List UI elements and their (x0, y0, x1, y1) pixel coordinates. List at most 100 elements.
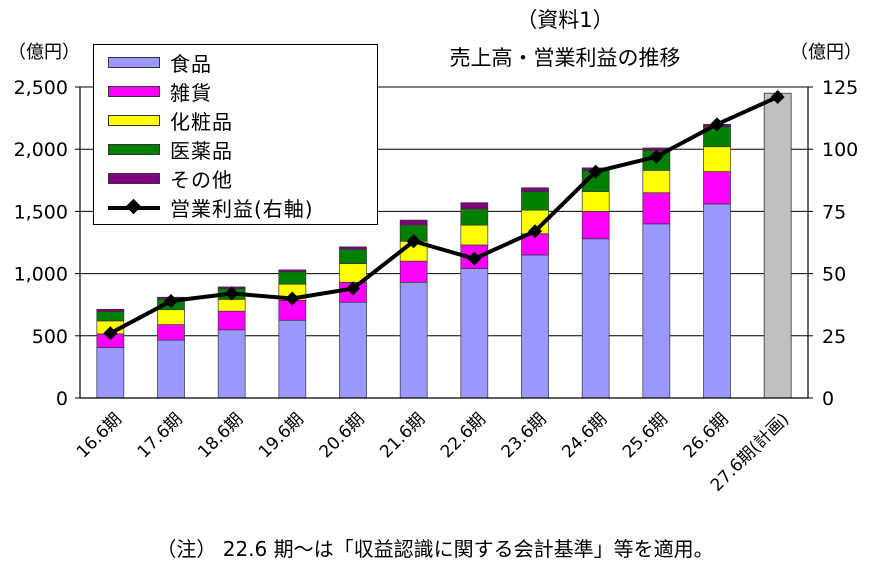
operating-profit-point (224, 286, 239, 301)
bar-segment-食品 (339, 301, 367, 399)
left-tick-label: 500 (32, 326, 68, 348)
category-label: 22.6期 (437, 409, 490, 462)
category-labels: 16.6期 17.6期 18.6期 19.6期 20.6期 21.6期 22.6期 23.6期… (73, 409, 793, 495)
bar-segment-食品 (521, 254, 549, 399)
operating-profit-point (588, 164, 603, 179)
operating-profit-point (285, 291, 300, 306)
bar-segment-医薬品 (339, 248, 367, 264)
operating-profit-point (164, 293, 178, 308)
bar-segment-その他 (96, 308, 125, 312)
chart-title: 売上高・営業利益の推移 (449, 46, 681, 70)
legend-label-pharma: 医薬品 (170, 138, 233, 163)
left-axis-ticks: 0 500 1,000 1,500 2,000 2,500 (14, 77, 68, 410)
bar-segment-雑貨 (703, 171, 731, 205)
legend-swatch-cosmetics (108, 114, 160, 126)
legend-label-cosmetics: 化粧品 (170, 109, 233, 134)
right-tick-label: 100 (822, 139, 858, 161)
right-axis-ticks: 0 25 50 75 100 125 (822, 77, 858, 410)
bar-segment-化粧品 (460, 224, 489, 246)
bar-plan-total (763, 92, 792, 399)
right-tick-label: 75 (822, 201, 846, 223)
source-label: （資料1） (516, 8, 614, 32)
bar-segment-化粧品 (642, 169, 671, 194)
bar-segment-食品 (157, 339, 185, 399)
legend-label-operating-profit: 営業利益(右軸) (170, 196, 314, 221)
bar-segment-医薬品 (96, 311, 125, 322)
chart-legend: 食品 雑貨 化粧品 医薬品 その他 営業利益(右軸) (93, 44, 378, 225)
operating-profit-line (103, 89, 785, 341)
right-tick-label: 0 (822, 388, 834, 410)
footnote: （注） 22.6 期～は「収益認識に関する会計基準」等を適用。 (156, 537, 714, 561)
category-label: 18.6期 (194, 409, 247, 462)
bar-segment-雑貨 (581, 211, 610, 240)
left-tick-label: 0 (56, 388, 68, 410)
operating-profit-point (406, 234, 421, 249)
bar-segment-食品 (642, 223, 671, 399)
operating-profit-point (710, 117, 724, 132)
bar-segment-雑貨 (217, 310, 246, 331)
bar-segment-医薬品 (460, 208, 489, 226)
left-tick-label: 2,500 (14, 77, 68, 99)
bar-segment-食品 (278, 319, 307, 399)
operating-profit-point (770, 89, 785, 104)
bar-segment-化粧品 (217, 299, 246, 312)
legend-swatch-pharma (108, 143, 160, 155)
operating-profit-point (346, 281, 360, 296)
bar-segment-雑貨 (642, 192, 671, 225)
category-label: 23.6期 (498, 409, 551, 462)
legend-item-other: その他 (108, 165, 233, 192)
category-label: 26.6期 (680, 409, 733, 462)
bar-segment-その他 (460, 202, 489, 210)
bar-segment-その他 (399, 219, 428, 226)
left-tick-label: 2,000 (14, 139, 68, 161)
right-tick-label: 25 (822, 326, 846, 348)
bar-segment-食品 (96, 347, 125, 399)
legend-label-goods: 雑貨 (170, 80, 212, 105)
bar-segment-その他 (278, 269, 307, 273)
category-label: 16.6期 (73, 409, 126, 462)
bar-segment-その他 (521, 187, 549, 192)
legend-label-food: 食品 (170, 51, 212, 76)
category-label: 25.6期 (619, 409, 672, 462)
bar-segment-食品 (217, 329, 246, 399)
legend-label-other: その他 (170, 167, 233, 192)
operating-profit-point (528, 224, 542, 239)
legend-swatch-other (108, 172, 160, 184)
operating-profit-point (467, 251, 482, 266)
bar-segment-食品 (460, 268, 489, 399)
category-label: 24.6期 (558, 409, 611, 462)
left-axis-unit: （億円） (8, 42, 80, 63)
legend-line-marker (108, 202, 160, 213)
bar-segment-化粧品 (581, 191, 610, 212)
bar-segment-食品 (703, 203, 731, 399)
legend-item-food: 食品 (108, 49, 212, 76)
right-tick-label: 50 (822, 264, 846, 286)
category-label: 19.6期 (255, 409, 308, 462)
legend-swatch-food (108, 56, 160, 68)
bar-segment-食品 (399, 281, 428, 399)
bar-segment-雑貨 (399, 260, 428, 283)
bar-segment-医薬品 (278, 271, 307, 285)
bar-segment-食品 (581, 238, 610, 399)
operating-profit-polyline (109, 95, 779, 336)
bar-segment-その他 (339, 246, 367, 250)
category-label: 17.6期 (134, 409, 187, 462)
legend-item-cosmetics: 化粧品 (108, 107, 233, 134)
left-tick-label: 1,000 (14, 264, 68, 286)
right-tick-label: 125 (822, 77, 858, 99)
category-label: 20.6期 (316, 409, 369, 462)
bar-segment-雑貨 (157, 324, 185, 341)
category-label: 21.6期 (376, 409, 429, 462)
legend-swatch-goods (108, 85, 160, 97)
left-tick-label: 1,500 (14, 201, 68, 223)
right-axis-unit: （億円） (790, 42, 862, 63)
legend-item-operating-profit: 営業利益(右軸) (108, 194, 314, 221)
bar-segment-医薬品 (521, 191, 549, 211)
legend-item-goods: 雑貨 (108, 78, 212, 105)
axes (75, 86, 813, 399)
operating-profit-point (103, 326, 118, 341)
operating-profit-point (649, 149, 664, 164)
bar-segment-化粧品 (157, 309, 185, 325)
legend-item-pharma: 医薬品 (108, 136, 233, 163)
